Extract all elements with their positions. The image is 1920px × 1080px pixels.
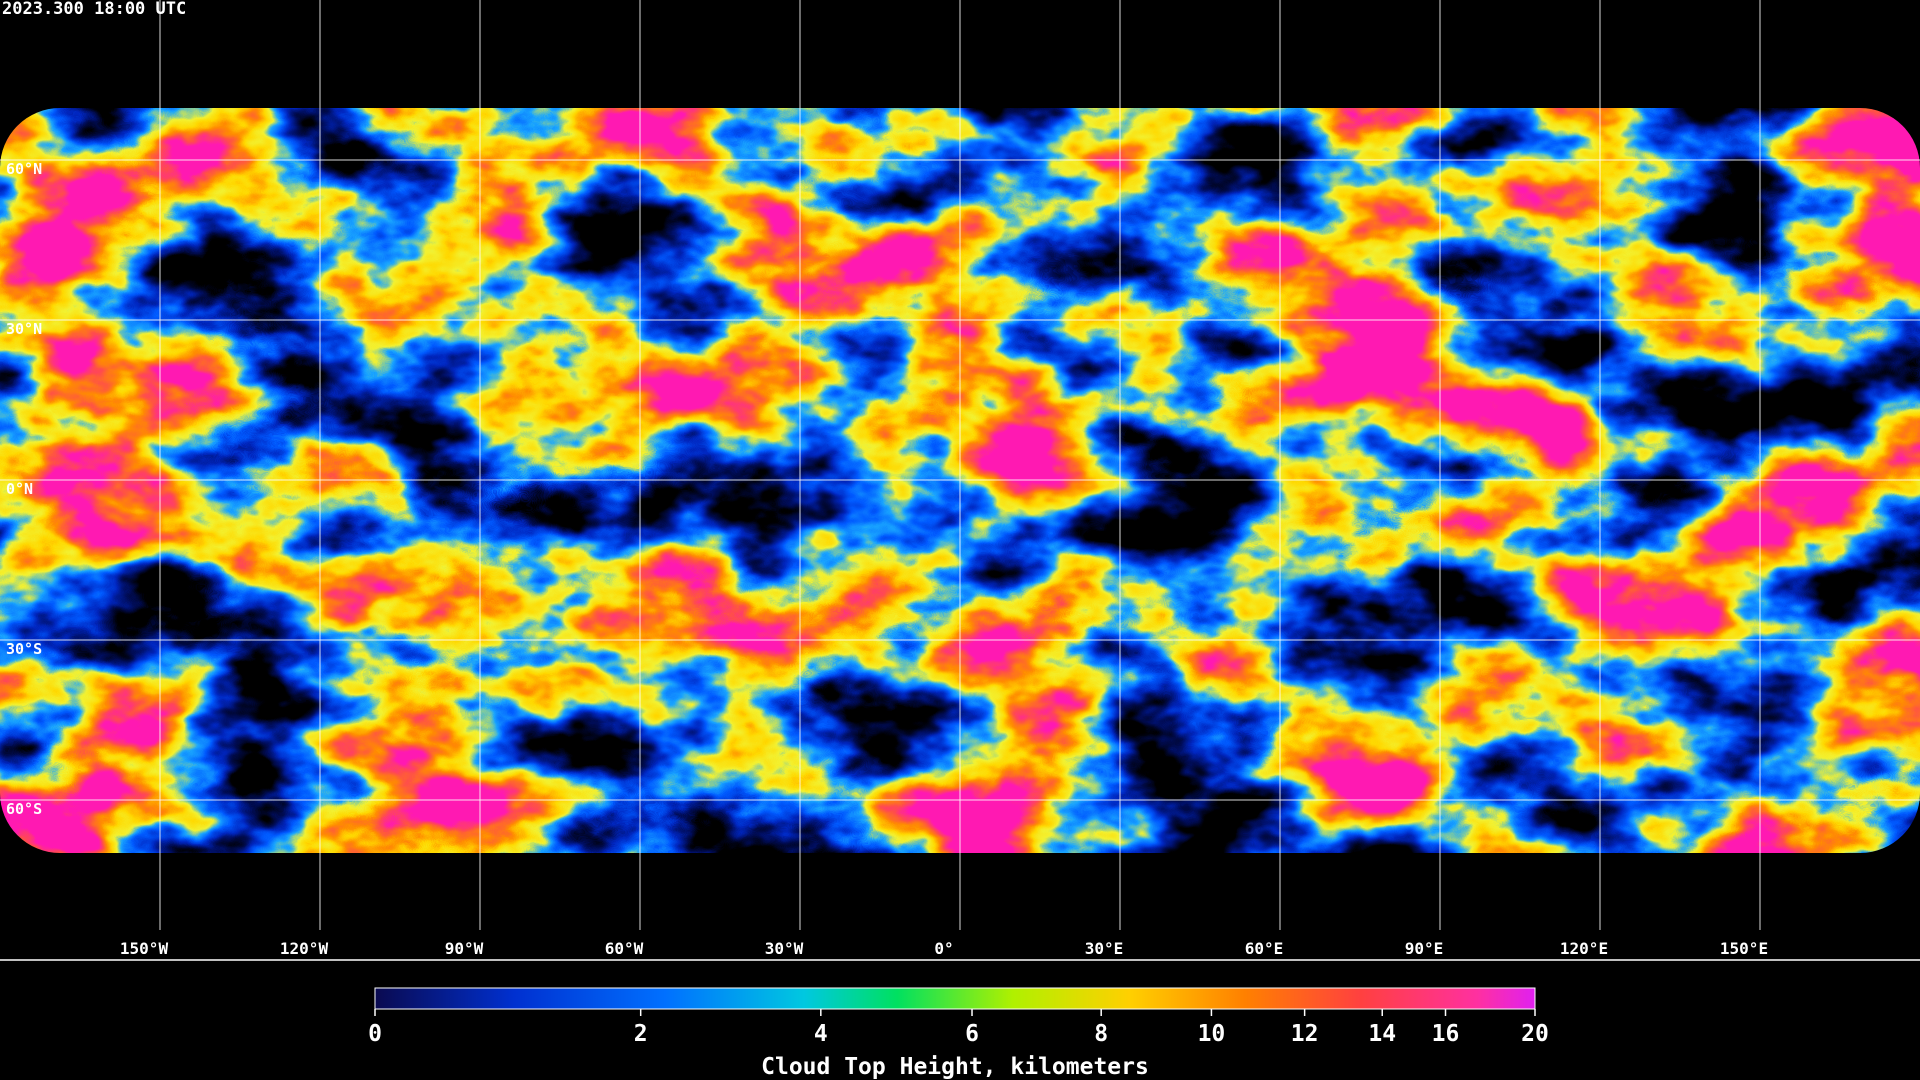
colorbar-label: Cloud Top Height, kilometers: [761, 1054, 1149, 1080]
colorbar-tick-label: 8: [1094, 1021, 1108, 1047]
longitude-label: 60°E: [1245, 939, 1284, 958]
longitude-label: 120°W: [280, 939, 329, 958]
colorbar-tick-label: 6: [965, 1021, 979, 1047]
colorbar-tick-label: 2: [634, 1021, 648, 1047]
longitude-label: 30°E: [1085, 939, 1124, 958]
longitude-label: 90°W: [445, 939, 484, 958]
colorbar: [374, 987, 1536, 1010]
latitude-label: 30°S: [6, 640, 42, 658]
colorbar-tick-label: 12: [1291, 1021, 1319, 1047]
longitude-label: 150°E: [1720, 939, 1768, 958]
latitude-label: 60°N: [6, 160, 42, 178]
longitude-label: 30°W: [765, 939, 804, 958]
colorbar-tick-label: 0: [368, 1021, 382, 1047]
longitude-label: 0°: [934, 939, 953, 958]
colorbar-tick-label: 20: [1521, 1021, 1549, 1047]
colorbar-tick-label: 4: [814, 1021, 828, 1047]
colorbar-tick-label: 14: [1368, 1021, 1396, 1047]
colorbar-tick-label: 16: [1432, 1021, 1460, 1047]
latitude-label: 60°S: [6, 800, 42, 818]
colorbar-ticks: 0 2 4 6 8 10 12 14 16 20: [368, 1009, 1549, 1047]
longitude-label: 120°E: [1560, 939, 1608, 958]
timestamp: 2023.300 18:00 UTC: [2, 0, 186, 19]
longitude-label: 150°W: [120, 939, 169, 958]
latitude-label: 0°N: [6, 480, 33, 498]
longitude-label: 90°E: [1405, 939, 1444, 958]
colorbar-tick-label: 10: [1198, 1021, 1226, 1047]
latitude-label: 30°N: [6, 320, 42, 338]
longitude-label: 60°W: [605, 939, 644, 958]
graticule: 60°N 30°N 0°N 30°S 60°S 150°W 120°W 90°W 60°W 30°…: [0, 0, 1920, 958]
